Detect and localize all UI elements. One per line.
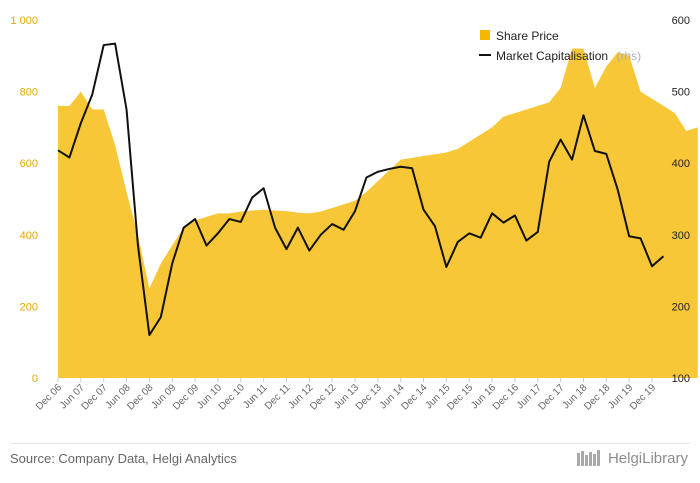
y-right-tick-label: 300: [672, 230, 690, 242]
legend-label-market-cap: Market Capitalisation (rhs): [496, 47, 641, 64]
x-tick-label: Dec 07: [80, 382, 110, 412]
source-note: Source: Company Data, Helgi Analytics: [10, 451, 237, 466]
plot-area: [57, 42, 698, 378]
x-tick-label: Dec 08: [125, 382, 155, 412]
y-right-tick-label: 400: [672, 158, 690, 170]
x-tick-label: Dec 06: [34, 382, 64, 412]
legend-label-market-cap-name: Market Capitalisation: [496, 49, 608, 63]
y-left-tick-label: 1 000: [10, 15, 38, 27]
brand[interactable]: HelgiLibrary: [576, 449, 688, 467]
footer-divider: [10, 443, 690, 444]
library-books-icon: [576, 450, 600, 466]
x-tick-label: Dec 09: [171, 382, 201, 412]
x-tick-label: Dec 12: [308, 382, 338, 412]
x-tick-label: Dec 11: [263, 382, 293, 412]
x-tick-label: Dec 16: [491, 382, 521, 412]
y-left-tick-label: 0: [32, 373, 38, 385]
legend-label-market-cap-suffix: (rhs): [617, 49, 642, 63]
y-right-tick-label: 500: [672, 87, 690, 99]
brand-name: HelgiLibrary: [607, 449, 688, 467]
series-share-price-area: [58, 48, 698, 378]
x-tick-label: Dec 18: [582, 382, 612, 412]
y-right-tick-label: 600: [672, 15, 690, 27]
x-tick-label: Dec 10: [217, 382, 247, 412]
x-tick-label: Dec 17: [537, 382, 567, 412]
y-axis-right: 100 200 300 400 500 600: [672, 15, 690, 385]
y-right-tick-label: 200: [672, 301, 690, 313]
y-left-tick-label: 800: [20, 87, 38, 99]
legend-swatch-share-price: [480, 30, 490, 40]
y-axis-left: 0 200 400 600 800 1 000: [10, 15, 38, 385]
x-tick-label: Dec 19: [628, 382, 658, 412]
x-tick-label: Dec 15: [445, 382, 475, 412]
chart: 0 200 400 600 800 1 000 100 200 300 400 500 600 De…: [10, 15, 698, 413]
x-tick-label: Dec 14: [399, 382, 429, 412]
legend-label-share-price: Share Price: [496, 29, 559, 43]
x-tick-label: Dec 13: [354, 382, 384, 412]
y-right-tick-label: 100: [672, 373, 690, 385]
series-market-cap-line: [57, 42, 665, 337]
y-left-tick-label: 400: [20, 230, 38, 242]
y-left-tick-label: 600: [20, 158, 38, 170]
y-left-tick-label: 200: [20, 301, 38, 313]
legend: Share Price Market Capitalisation (rhs): [479, 29, 641, 64]
